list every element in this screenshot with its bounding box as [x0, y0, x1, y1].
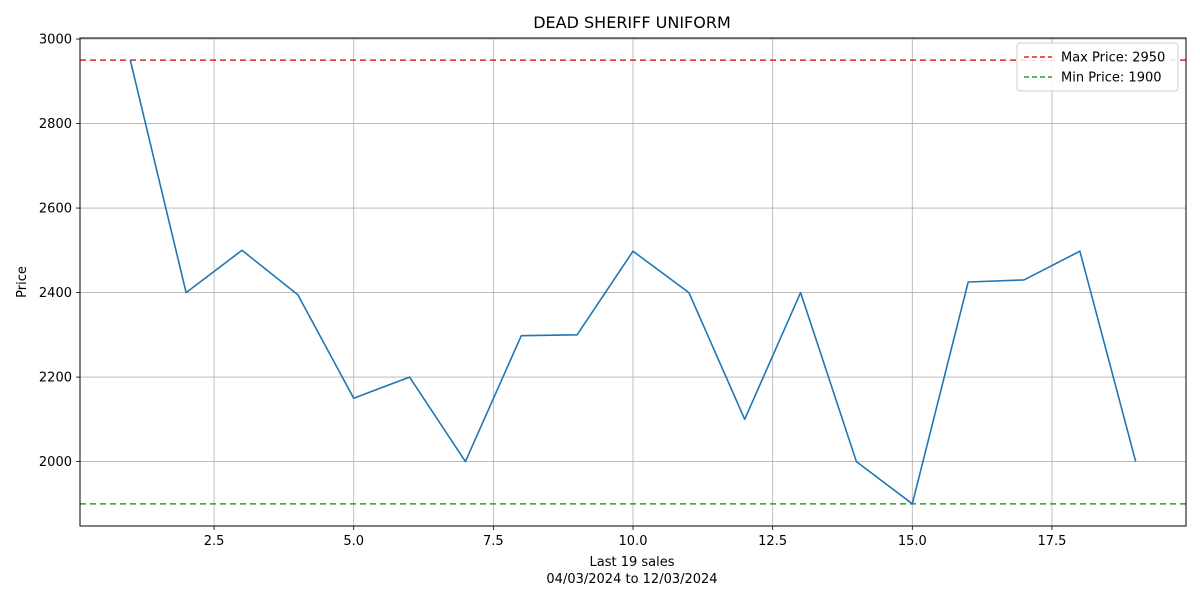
x-tick-label: 7.5	[483, 534, 504, 549]
reference-lines	[80, 59, 1186, 505]
y-tick-label: 3000	[39, 33, 72, 48]
legend-max-label: Max Price: 2950	[1061, 51, 1165, 66]
y-tick-label: 2600	[39, 202, 72, 217]
x-tick-label: 15.0	[898, 534, 927, 549]
x-tick-label: 10.0	[619, 534, 648, 549]
y-tick-label: 2400	[39, 286, 72, 301]
series-layer	[129, 60, 1137, 505]
ticks: 2.5 5.0 7.5 10.0 12.5 15.0 17.5 2000 2200 2400 260…	[39, 33, 1067, 549]
y-tick-label: 2000	[39, 455, 72, 470]
chart-title: DEAD SHERIFF UNIFORM	[533, 13, 731, 32]
x-axis-sublabel: 04/03/2024 to 12/03/2024	[546, 572, 717, 587]
x-tick-label: 2.5	[204, 534, 225, 549]
y-tick-label: 2200	[39, 371, 72, 386]
grid	[80, 38, 1186, 526]
legend-box	[1016, 42, 1179, 92]
legend-min-label: Min Price: 1900	[1061, 71, 1162, 86]
x-tick-label: 12.5	[758, 534, 787, 549]
y-axis-label: Price	[15, 266, 30, 298]
y-tick-label: 2800	[39, 117, 72, 132]
price-series-line	[129, 60, 1137, 505]
legend: Max Price: 2950 Min Price: 1900	[1016, 42, 1179, 92]
x-tick-label: 5.0	[343, 534, 364, 549]
x-axis-label: Last 19 sales	[589, 555, 674, 570]
x-tick-label: 17.5	[1037, 534, 1066, 549]
